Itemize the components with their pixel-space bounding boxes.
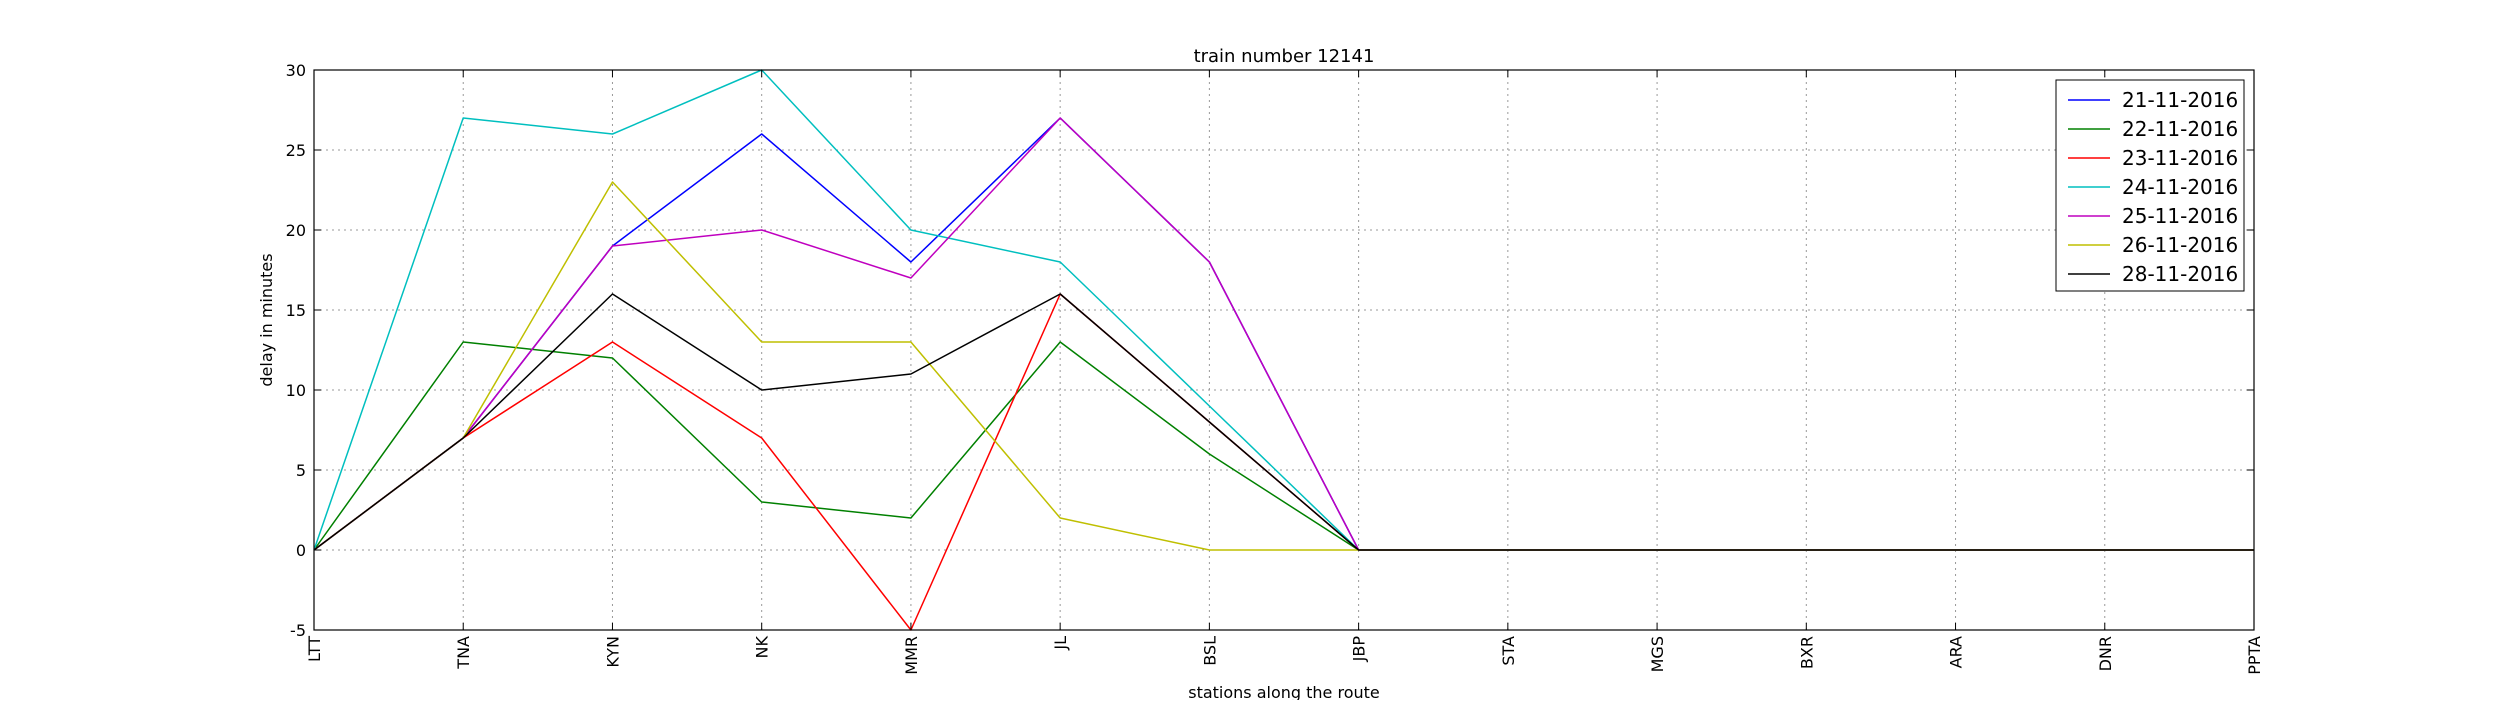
series-line-23-11-2016 — [313, 293, 2254, 631]
y-tick-label: 15 — [286, 301, 306, 320]
series-lines — [313, 69, 2254, 631]
y-tick-label: -5 — [290, 621, 306, 640]
x-axis-ticks: LTT TNA KYN NK MMR JL BSL JBP STA MGS BXR ARA DNR PPT… — [305, 70, 2264, 675]
legend: 21-11-2016 22-11-2016 23-11-2016 24-11-2016… — [2055, 79, 2245, 292]
series-line-24-11-2016 — [313, 69, 2254, 551]
y-tick-label: 0 — [296, 541, 306, 560]
legend-label: 21-11-2016 — [2122, 88, 2238, 112]
x-tick-label: BSL — [1200, 636, 1219, 666]
legend-label: 24-11-2016 — [2122, 175, 2238, 199]
x-tick-label: BXR — [1797, 636, 1816, 669]
x-tick-label: MMR — [902, 636, 921, 675]
x-tick-label: PPTA — [2245, 636, 2264, 675]
x-tick-label: TNA — [454, 636, 473, 670]
series-line-26-11-2016 — [313, 181, 2254, 551]
x-tick-label: MGS — [1648, 636, 1667, 672]
x-tick-label: STA — [1499, 636, 1518, 666]
legend-label: 28-11-2016 — [2122, 262, 2238, 286]
legend-label: 22-11-2016 — [2122, 117, 2238, 141]
y-tick-label: 5 — [296, 461, 306, 480]
series-line-22-11-2016 — [313, 341, 2254, 551]
legend-label: 23-11-2016 — [2122, 146, 2238, 170]
legend-label: 25-11-2016 — [2122, 204, 2238, 228]
y-axis-ticks: -5 0 5 10 15 20 25 30 — [286, 61, 2254, 640]
legend-box — [2055, 79, 2245, 292]
y-tick-label: 10 — [286, 381, 306, 400]
plot-frame — [313, 69, 2255, 631]
y-axis-label: delay in minutes — [257, 253, 276, 386]
x-tick-label: JL — [1051, 636, 1070, 651]
chart-title: train number 12141 — [1194, 46, 1375, 67]
x-tick-label: LTT — [305, 636, 324, 662]
x-tick-label: JBP — [1350, 636, 1369, 663]
legend-label: 26-11-2016 — [2122, 233, 2238, 257]
x-axis-label: stations along the route — [1188, 683, 1380, 700]
x-tick-label: ARA — [1947, 636, 1966, 668]
x-tick-label: DNR — [2096, 636, 2115, 671]
series-line-28-11-2016 — [313, 293, 2254, 551]
x-tick-label: NK — [753, 636, 772, 659]
x-tick-label: KYN — [603, 636, 622, 668]
y-tick-label: 20 — [286, 221, 306, 240]
grid-lines — [313, 69, 2255, 631]
y-tick-label: 25 — [286, 141, 306, 160]
y-tick-label: 30 — [286, 61, 306, 80]
